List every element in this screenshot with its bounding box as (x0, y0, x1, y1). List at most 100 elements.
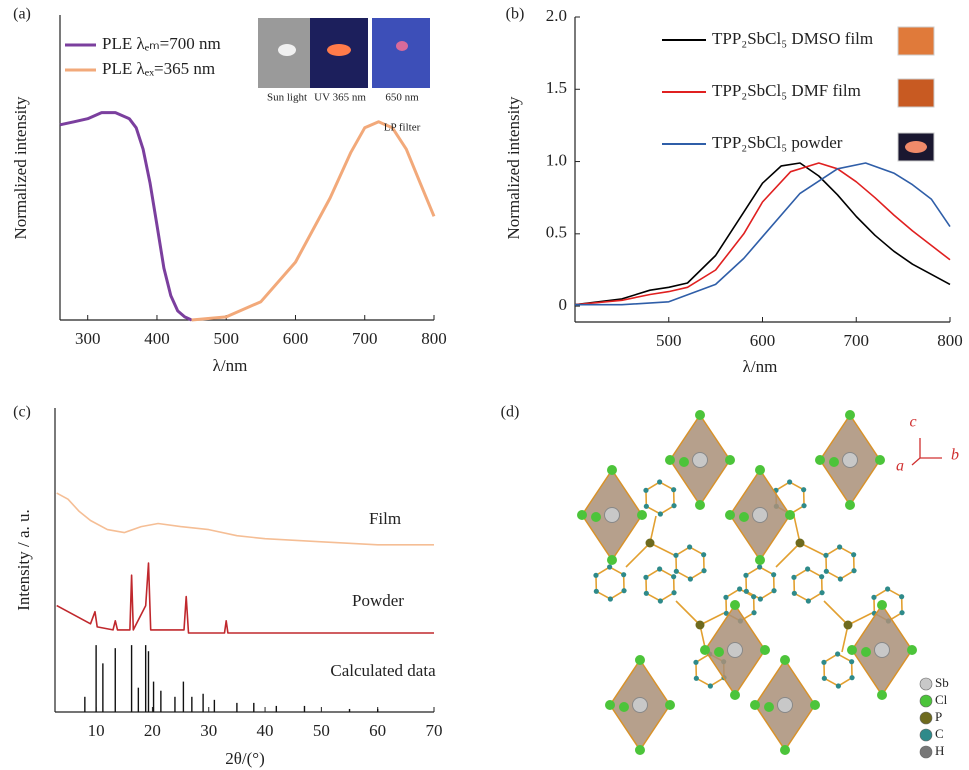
cl-atom (760, 645, 770, 655)
carbon-atom (899, 594, 904, 599)
carbon-atom (837, 544, 842, 549)
sb-atom (843, 453, 858, 468)
series-label: Film (369, 509, 401, 528)
x-tick-label: 30 (200, 721, 217, 740)
axis-triad (912, 438, 942, 465)
carbon-atom (693, 660, 698, 665)
sb-atom (605, 508, 620, 523)
carbon-atom (851, 552, 856, 557)
x-tick-label: 700 (352, 329, 378, 348)
inset-caption: 650 nm (385, 92, 419, 104)
carbon-atom (688, 576, 693, 581)
legend-label: TPP₂SbCl₅ DMF film (712, 81, 861, 100)
phenyl-ring (646, 482, 674, 514)
y-axis-label: Normalized intensity (504, 96, 523, 240)
bond (824, 601, 848, 625)
x-tick-label: 400 (144, 329, 170, 348)
cl-atom (877, 690, 887, 700)
x-axis-label: λ/nm (743, 357, 778, 376)
cl-atom (780, 655, 790, 665)
cl-atom (607, 465, 617, 475)
cl-atom (907, 645, 917, 655)
phenyl-ring (826, 547, 854, 579)
cl-atom (845, 410, 855, 420)
carbon-atom (621, 588, 626, 593)
legend-atom (920, 678, 932, 690)
carbon-atom (751, 594, 756, 599)
cl-atom (810, 700, 820, 710)
x-tick-label: 800 (937, 331, 963, 350)
axis-name: c (909, 414, 916, 431)
carbon-atom (694, 676, 699, 681)
carbon-atom (849, 659, 854, 664)
x-tick-label: 800 (421, 329, 447, 348)
sb-atom (778, 698, 793, 713)
cl-atom (739, 512, 749, 522)
carbon-atom (644, 591, 649, 596)
legend-atom (920, 729, 932, 741)
cl-atom (605, 700, 615, 710)
p-atom (844, 621, 853, 630)
carbon-atom (657, 479, 662, 484)
cl-atom (695, 500, 705, 510)
carbon-atom (701, 568, 706, 573)
cl-atom (875, 455, 885, 465)
carbon-atom (821, 660, 826, 665)
cl-atom (780, 745, 790, 755)
cl-atom (637, 510, 647, 520)
legend-label: Sb (935, 675, 949, 690)
carbon-atom (657, 566, 662, 571)
carbon-atom (801, 487, 806, 492)
legend-atom (920, 746, 932, 758)
cl-atom (714, 647, 724, 657)
axis-arrow (912, 458, 920, 465)
legend-label: PLE λₑₓ=365 nm (102, 59, 215, 78)
x-axis-label: 2θ/(°) (225, 749, 265, 768)
carbon-atom (671, 590, 676, 595)
sb-atom (753, 508, 768, 523)
carbon-atom (671, 503, 676, 508)
y-tick-label: 0.5 (546, 223, 567, 242)
panel-label: (d) (501, 404, 520, 421)
carbon-atom (671, 487, 676, 492)
x-tick-label: 600 (750, 331, 776, 350)
phenyl-ring (676, 547, 704, 579)
bond (626, 543, 650, 567)
carbon-atom (823, 553, 828, 558)
p-atom (796, 539, 805, 548)
y-tick-label: 1.5 (546, 78, 567, 97)
panel-label: (a) (13, 6, 31, 23)
carbon-atom (708, 683, 713, 688)
cl-atom (700, 645, 710, 655)
cl-atom (755, 555, 765, 565)
series-line (60, 113, 192, 320)
cl-atom (635, 745, 645, 755)
inset-caption: UV 365 nm (314, 92, 366, 104)
cl-atom (607, 555, 617, 565)
cl-atom (665, 455, 675, 465)
y-axis-label: Intensity / a. u. (14, 509, 33, 611)
carbon-atom (851, 568, 856, 573)
carbon-atom (871, 595, 876, 600)
x-tick-label: 500 (213, 329, 239, 348)
carbon-atom (658, 511, 663, 516)
carbon-atom (757, 564, 762, 569)
carbon-atom (885, 586, 890, 591)
legend-photo (898, 79, 934, 107)
y-tick-label: 2.0 (546, 6, 567, 25)
legend-label: TPP₂SbCl₅ powder (712, 133, 843, 152)
panel-label: (b) (506, 6, 525, 23)
series-line (575, 163, 950, 305)
photo-sample (327, 44, 351, 56)
carbon-atom (737, 586, 742, 591)
legend-atom (920, 695, 932, 707)
x-tick-label: 10 (88, 721, 105, 740)
series-label: Calculated data (330, 661, 436, 680)
legend-label: PLE λₑₘ=700 nm (102, 34, 221, 53)
carbon-atom (607, 564, 612, 569)
cl-atom (725, 455, 735, 465)
carbon-atom (674, 569, 679, 574)
cl-atom (730, 690, 740, 700)
cl-atom (785, 510, 795, 520)
p-atom (646, 539, 655, 548)
